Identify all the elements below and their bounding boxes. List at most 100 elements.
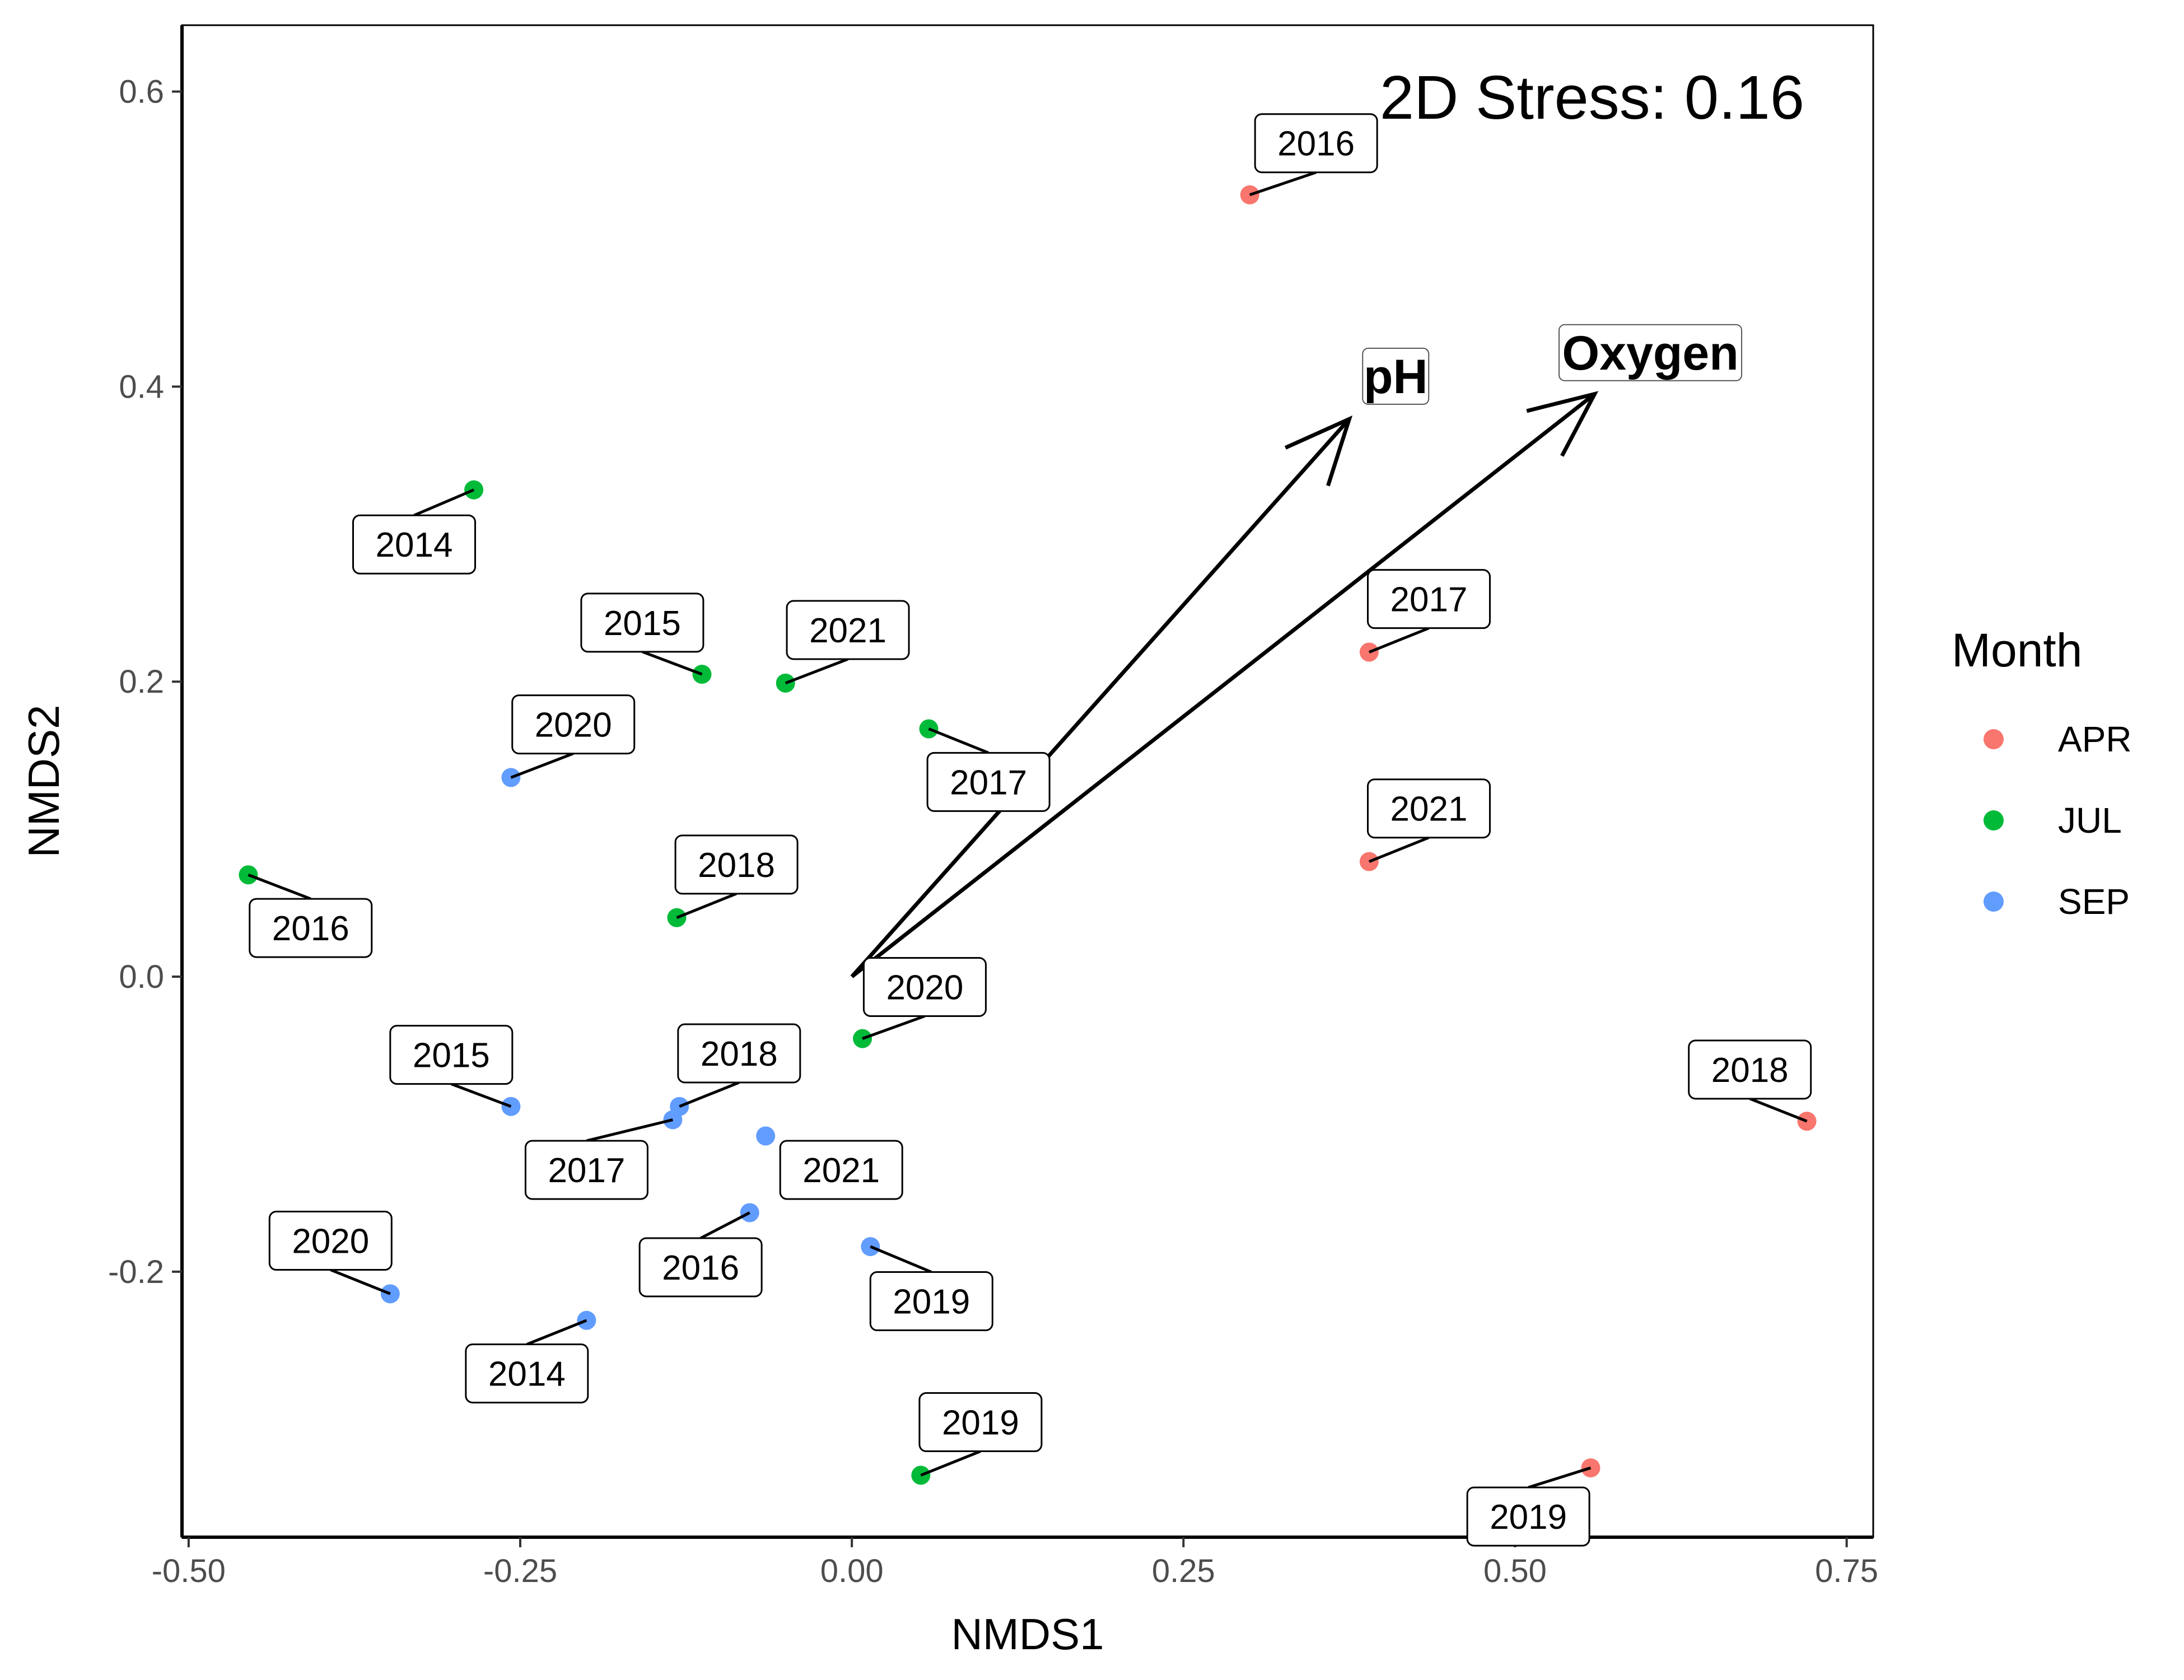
- point-label: 2019: [1490, 1498, 1567, 1537]
- point-label: 2018: [1711, 1051, 1789, 1090]
- label-leader: [679, 1081, 740, 1108]
- vector-label-box: [1362, 347, 1430, 405]
- vector-ph-line: [850, 417, 1351, 978]
- legend: Month APR JUL SEP: [1952, 624, 2132, 922]
- legend-label-jul: JUL: [2058, 800, 2122, 841]
- x-axis: -0.50 -0.25 0.00 0.25 0.50 0.75: [152, 1536, 1878, 1589]
- point-label: 2021: [809, 612, 886, 650]
- label-leader: [413, 488, 475, 517]
- point-label: 2018: [701, 1035, 778, 1074]
- point-label: 2017: [548, 1151, 625, 1190]
- label-leader: [510, 752, 574, 779]
- point-label-box: [1367, 569, 1491, 629]
- point-label: 2016: [272, 909, 349, 948]
- point-label-box: [786, 600, 910, 660]
- y-axis: -0.2 0.0 0.2 0.4 0.6: [108, 25, 184, 1537]
- point-label-box: [1688, 1039, 1812, 1100]
- point-sep: [756, 1126, 776, 1146]
- legend-label-sep: SEP: [2058, 881, 2130, 922]
- point-label-box: [862, 956, 987, 1017]
- point-label: 2015: [413, 1037, 490, 1075]
- label-leader: [699, 1211, 750, 1240]
- y-tick-label: 0.4: [119, 368, 164, 405]
- point-label: 2020: [292, 1222, 369, 1261]
- point-label-box: [779, 1140, 903, 1200]
- vector-oxygen-arrowhead: [1526, 391, 1599, 457]
- point-label: 2017: [1390, 581, 1468, 619]
- vector-label-ph: pH: [1364, 350, 1428, 404]
- point-label-box: [580, 592, 704, 653]
- y-tick-label: 0.0: [119, 959, 164, 995]
- point-labels: 2016 2017 2021 2018 2019 2014 2015 2021 2017 2016…: [248, 113, 1812, 1547]
- vector-ph-arrowhead: [1284, 415, 1353, 487]
- label-leader: [1749, 1097, 1808, 1123]
- label-leader: [928, 727, 990, 754]
- x-tick-label: -0.25: [483, 1553, 557, 1589]
- point-label-box: [1254, 113, 1378, 174]
- vector-label-oxygen: Oxygen: [1562, 326, 1738, 380]
- label-leader: [642, 650, 703, 676]
- legend-title: Month: [1952, 624, 2082, 676]
- y-tick-label: 0.2: [119, 664, 164, 700]
- point-label-box: [1466, 1486, 1590, 1547]
- vector-label-box: [1558, 324, 1743, 381]
- legend-label-apr: APR: [2058, 719, 2132, 759]
- point-label-box: [1367, 778, 1491, 839]
- label-leader: [1368, 836, 1430, 863]
- point-label: 2021: [802, 1151, 880, 1190]
- point-label: 2019: [893, 1283, 970, 1322]
- point-label: 2020: [886, 968, 963, 1007]
- point-label-box: [524, 1140, 648, 1200]
- point-label: 2017: [950, 763, 1027, 802]
- label-leader: [1368, 627, 1430, 654]
- point-label-box: [677, 1023, 801, 1084]
- point-label-box: [465, 1343, 589, 1404]
- x-tick-label: 0.50: [1483, 1553, 1547, 1589]
- label-leader: [920, 1450, 981, 1477]
- point-label: 2019: [942, 1404, 1019, 1443]
- point-label-box: [918, 1392, 1043, 1453]
- point-label-box: [638, 1237, 763, 1298]
- y-axis-title: NMDS2: [19, 704, 68, 857]
- point-label: 2016: [662, 1249, 739, 1287]
- label-leader: [676, 892, 738, 919]
- label-leader: [870, 1245, 932, 1273]
- legend-key-apr: [1984, 729, 2004, 749]
- x-tick-label: 0.25: [1152, 1553, 1215, 1589]
- x-tick-label: -0.50: [152, 1553, 226, 1589]
- point-label-box: [249, 898, 373, 958]
- point-label-box: [674, 834, 799, 895]
- legend-key-jul: [1984, 810, 2004, 830]
- point-label: 2014: [376, 526, 453, 564]
- label-leader: [586, 1118, 673, 1142]
- point-label-box: [268, 1211, 393, 1271]
- label-leader: [1528, 1466, 1592, 1489]
- point-label-box: [869, 1271, 993, 1332]
- point-label: 2018: [698, 846, 775, 885]
- point-label-box: [389, 1025, 514, 1085]
- label-leader: [785, 657, 848, 685]
- x-axis-title: NMDS1: [951, 1609, 1104, 1659]
- label-leader: [330, 1268, 391, 1295]
- x-tick-label: 0.75: [1815, 1553, 1878, 1589]
- point-label-box: [511, 694, 636, 755]
- label-leader: [450, 1082, 512, 1108]
- point-label-box: [926, 752, 1051, 812]
- y-tick-label: 0.6: [119, 74, 164, 110]
- point-label-box: [352, 514, 477, 575]
- label-leader: [1249, 171, 1317, 197]
- label-leader: [862, 1015, 926, 1040]
- label-leader: [248, 873, 311, 900]
- vector-oxygen-line: [850, 392, 1596, 978]
- point-label: 2014: [488, 1355, 566, 1394]
- label-leader: [526, 1319, 587, 1346]
- stress-annotation: 2D Stress: 0.16: [1380, 63, 1804, 132]
- legend-key-sep: [1984, 892, 2004, 912]
- point-label: 2016: [1277, 125, 1355, 164]
- env-vectors: pH Oxygen: [850, 324, 1743, 978]
- point-label: 2015: [604, 604, 681, 643]
- point-label: 2020: [535, 706, 612, 745]
- x-tick-label: 0.00: [820, 1553, 884, 1589]
